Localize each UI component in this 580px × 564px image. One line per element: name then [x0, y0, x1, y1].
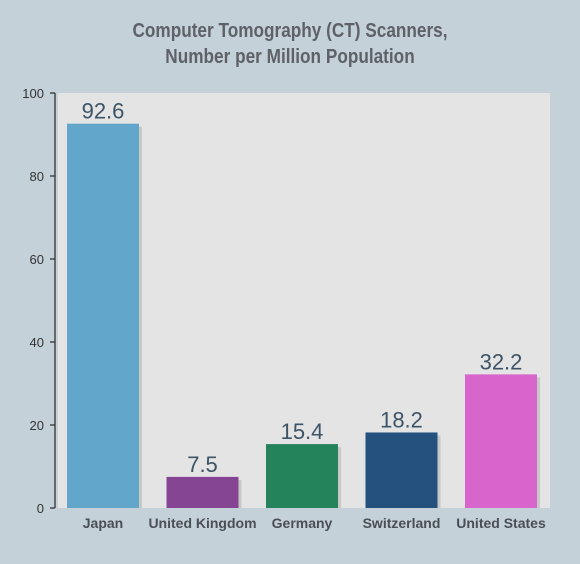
- category-label: United Kingdom: [148, 515, 256, 531]
- category-label: United States: [456, 515, 546, 531]
- category-label: Japan: [83, 515, 123, 531]
- y-tick-label: 60: [30, 252, 44, 267]
- chart-title: Computer Tomography (CT) Scanners, Numbe…: [41, 18, 540, 70]
- category-label: Switzerland: [363, 515, 441, 531]
- y-tick-label: 80: [30, 169, 44, 184]
- chart-title-line-2: Number per Million Population: [165, 46, 415, 68]
- value-label: 7.5: [187, 452, 218, 477]
- bar-united-states: [465, 374, 537, 508]
- chart-title-line-1: Computer Tomography (CT) Scanners,: [132, 20, 448, 42]
- value-label: 15.4: [281, 419, 324, 444]
- bar-united-kingdom: [166, 476, 239, 508]
- bar-germany: [266, 444, 338, 508]
- category-label: Germany: [272, 515, 333, 531]
- bar-switzerland: [365, 432, 438, 508]
- bars: [67, 123, 540, 509]
- category-labels: Japan United Kingdom Germany Switzerland Uni…: [83, 515, 546, 531]
- value-label: 32.2: [480, 349, 523, 374]
- value-label: 18.2: [380, 407, 423, 432]
- value-label: 92.6: [82, 99, 125, 124]
- bar-japan: [67, 123, 139, 509]
- value-labels: 92.6 7.5 15.4 18.2 32.2: [82, 99, 523, 477]
- y-tick-label: 100: [22, 86, 44, 101]
- y-tick-label: 40: [30, 335, 44, 350]
- y-axis-ticks: 0 20 40 60 80 100: [22, 86, 55, 516]
- y-tick-label: 0: [37, 501, 44, 516]
- y-tick-label: 20: [30, 418, 44, 433]
